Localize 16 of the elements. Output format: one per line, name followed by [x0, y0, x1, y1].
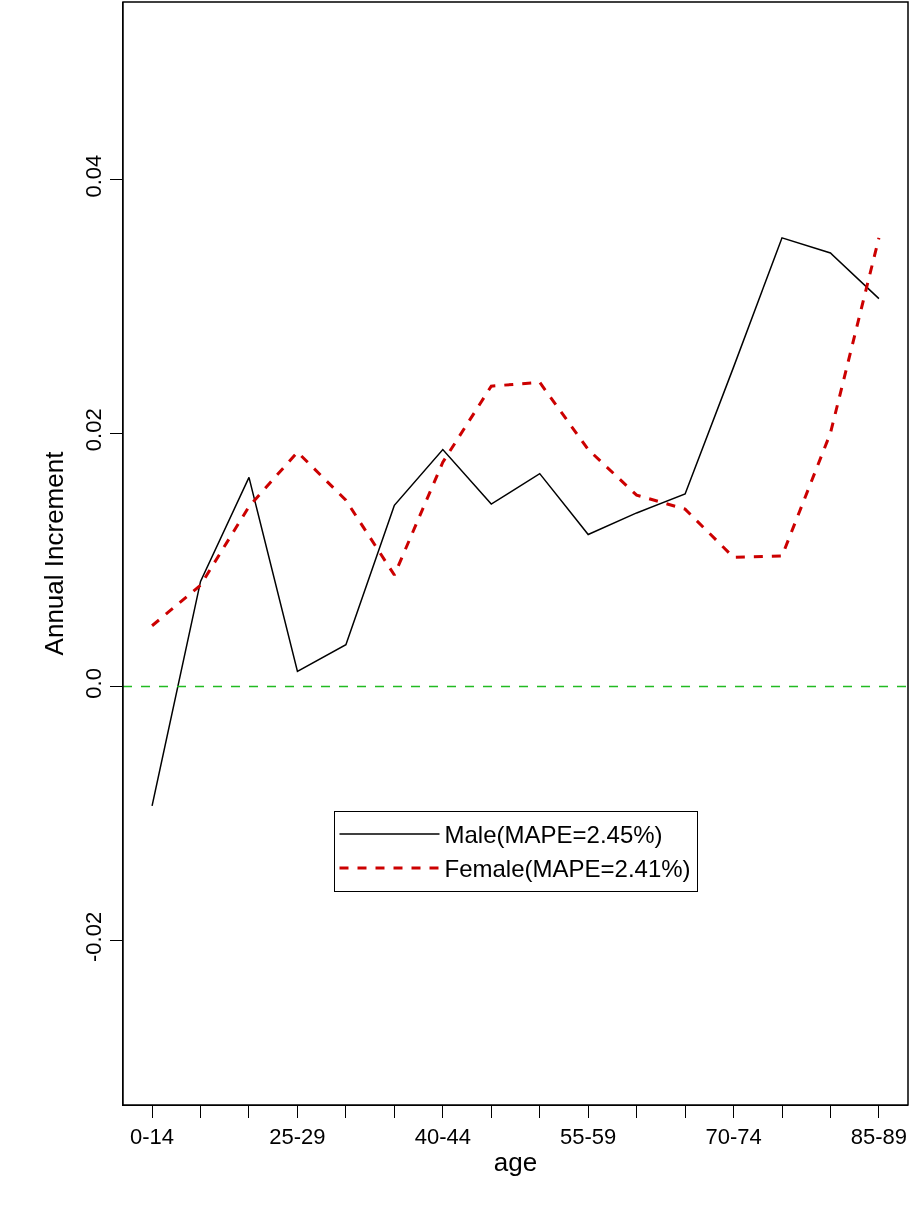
- x-tick-label: 85-89: [850, 1124, 908, 1150]
- x-axis-title: age: [493, 1147, 538, 1178]
- legend-label: Female(MAPE=2.41%): [444, 855, 691, 883]
- y-axis-title: Annual Increment: [38, 450, 69, 656]
- x-tick-label: 25-29: [269, 1124, 326, 1150]
- x-tick-label: 55-59: [560, 1124, 617, 1150]
- x-tick-label: 70-74: [705, 1124, 762, 1150]
- line-series: [151, 237, 880, 807]
- y-tick-label: 0.04: [81, 154, 107, 198]
- y-tick-label: 0.0: [81, 668, 107, 699]
- x-tick-label: 40-44: [414, 1124, 471, 1150]
- y-tick-label: 0.02: [81, 408, 107, 452]
- legend-label: Male(MAPE=2.45%): [444, 821, 663, 849]
- x-tick-label: 0-14: [130, 1124, 175, 1150]
- line-series: [150, 236, 881, 628]
- y-tick-label: -0.02: [81, 911, 107, 962]
